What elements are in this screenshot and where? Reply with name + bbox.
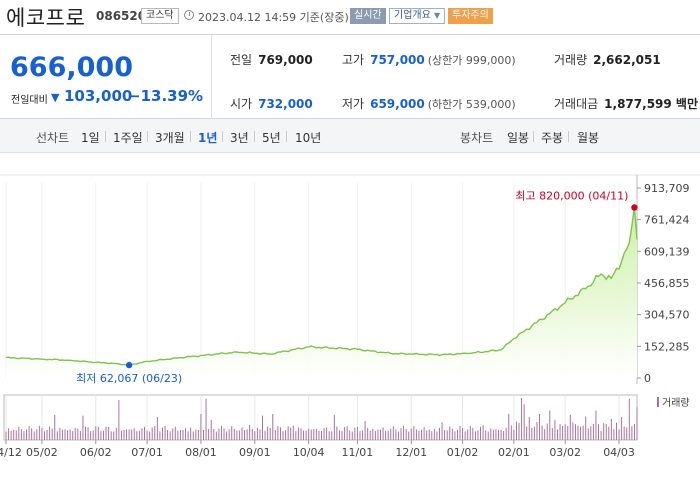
stock-chart: 913,709 761,424 609,139 456,855 304,570 152,2… (0, 153, 700, 477)
timestamp: 2023.04.12 14:59 기준(장중) (198, 11, 349, 24)
low-label: 저가 (342, 97, 365, 111)
prev-close-value: 769,000 (258, 53, 313, 67)
tab-divider (568, 131, 569, 142)
trade-amount: 거래대금 1,877,599 백만 (554, 95, 698, 112)
volume-value: 2,662,051 (593, 53, 661, 67)
price-summary: 666,000 전일대비 ▼ 103,000 −13.39% 전일 769,000… (0, 34, 700, 119)
tab-divider (533, 131, 534, 142)
xtick-label-4: 08/01 (185, 446, 217, 459)
min-point (125, 361, 133, 369)
ytick-label-0: 913,709 (644, 182, 690, 195)
volume-label: 거래량 (554, 53, 588, 67)
low: 저가 659,000 (하한가 539,000) (342, 95, 516, 112)
xtick-label-10: 02/01 (498, 446, 530, 459)
xtick-label-8: 12/01 (395, 446, 427, 459)
xtick-label-12: 04/03 (603, 446, 635, 459)
tab-6-period[interactable]: 10년 (295, 131, 322, 145)
candle-tab-2[interactable]: 월봉 (577, 131, 600, 145)
clock-icon (184, 10, 194, 20)
high: 고가 757,000 (상한가 999,000) (342, 51, 516, 68)
high-label: 고가 (342, 53, 365, 67)
price-line (5, 207, 638, 366)
ytick-label-5: 152,285 (644, 340, 690, 353)
tab-divider (190, 131, 191, 142)
ytick-label-3: 456,855 (644, 277, 690, 290)
change-label: 전일대비 (11, 95, 48, 106)
tab-0-period[interactable]: 1일 (81, 131, 100, 145)
prev-close-label: 전일 (230, 53, 253, 67)
realtime-button[interactable]: 실시간 (350, 8, 386, 24)
company-overview-label: 기업개요 (394, 10, 431, 21)
open-value: 732,000 (258, 97, 313, 111)
volume-legend-label: 거래량 (662, 397, 690, 409)
prev-close: 전일 769,000 (230, 51, 313, 68)
xtick-label-6: 10/04 (293, 446, 325, 459)
tab-divider (147, 131, 148, 142)
chevron-down-icon: ▼ (434, 11, 441, 20)
price-box: 666,000 전일대비 ▼ 103,000 −13.39% (0, 35, 212, 119)
open-label: 시가 (230, 97, 253, 111)
xtick-label-0: 04/12 (0, 446, 22, 459)
xtick-label-3: 07/01 (131, 446, 163, 459)
change-percent: −13.39% (128, 87, 204, 105)
ytick-label-1: 761,424 (644, 214, 690, 227)
max-label: 최고 820,000 (04/11) (515, 189, 628, 202)
volume-legend-icon (657, 397, 659, 407)
trade-amount-label: 거래대금 (554, 97, 599, 111)
stock-header: 에코프로 086520 코스닥 2023.04.12 14:59 기준(장중) … (0, 0, 700, 33)
xtick-label-7: 11/01 (342, 446, 374, 459)
upper-limit: (상한가 999,000) (427, 54, 516, 67)
tab-3-period[interactable]: 1년 (198, 131, 218, 145)
xtick-label-1: 05/02 (26, 446, 58, 459)
tab-divider (286, 131, 287, 142)
candle-chart-label: 봉차트 (460, 131, 494, 145)
candle-tab-1[interactable]: 주봉 (541, 131, 564, 145)
trade-amount-value: 1,877,599 백만 (604, 97, 698, 111)
max-point (631, 204, 638, 211)
tab-1-period[interactable]: 1주일 (113, 131, 143, 145)
tab-2-period[interactable]: 3개월 (155, 131, 185, 145)
xtick-label-9: 01/02 (447, 446, 479, 459)
low-value: 659,000 (370, 97, 425, 111)
price-area (6, 207, 637, 378)
tab-divider (105, 131, 106, 142)
high-value: 757,000 (370, 53, 425, 67)
tab-divider (254, 131, 255, 142)
chart-svg: 913,709 761,424 609,139 456,855 304,570 152,2… (0, 174, 700, 459)
period-tabs: 선차트 1일 1주일 3개월 1년 3년 5년 10년 봉차트 일봉 주봉 월봉 (0, 119, 700, 153)
ytick-label-2: 609,139 (644, 245, 690, 258)
market-badge: 코스닥 (141, 8, 179, 24)
tab-5-period[interactable]: 5년 (262, 131, 281, 145)
company-overview-dropdown[interactable]: 기업개요 ▼ (389, 8, 446, 24)
lower-limit: (하한가 539,000) (427, 98, 516, 111)
tab-4-period[interactable]: 3년 (230, 131, 249, 145)
current-price: 666,000 (10, 52, 133, 83)
investment-caution-badge[interactable]: 투자주의 (448, 8, 493, 24)
tab-divider (222, 131, 223, 142)
volume: 거래량 2,662,051 (554, 51, 661, 68)
open: 시가 732,000 (230, 95, 313, 112)
down-arrow-icon: ▼ (51, 91, 60, 104)
xtick-label-11: 03/02 (549, 446, 581, 459)
min-label: 최저 62,067 (06/23) (76, 372, 182, 385)
change-value: 103,000 (64, 87, 133, 105)
candle-tab-0[interactable]: 일봉 (507, 131, 530, 145)
stock-name: 에코프로 (6, 6, 86, 30)
ytick-label-6: 0 (644, 372, 651, 385)
ytick-label-4: 304,570 (644, 309, 690, 322)
xtick-label-5: 09/01 (239, 446, 271, 459)
line-chart-label: 선차트 (36, 131, 70, 145)
stock-code: 086520 (96, 9, 147, 23)
xtick-label-2: 06/02 (80, 446, 112, 459)
